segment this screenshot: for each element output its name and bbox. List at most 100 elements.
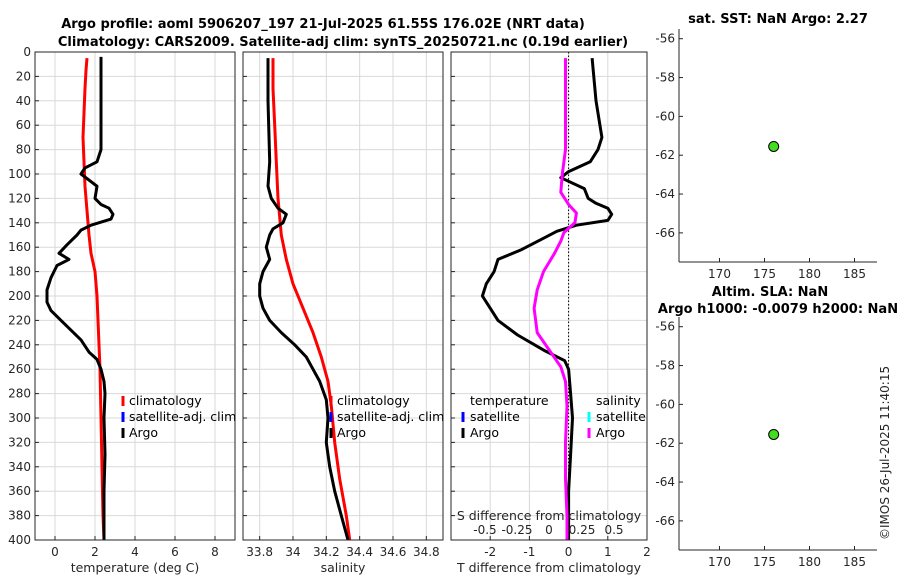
difference-top-xlabel: S difference from climatology	[457, 508, 642, 523]
legend-label: Argo	[129, 425, 158, 440]
sst_map-ytick-label: -62	[655, 148, 675, 162]
salinity_profile-xtick-label: 34.2	[313, 545, 340, 559]
sst_map-ytick-label: -64	[655, 187, 675, 201]
sla_map-ytick-label: -62	[655, 436, 675, 450]
sst_map-panel: -56 -58 -60 -62 -64 -66 170 175 180 185	[655, 29, 877, 281]
difference_profile-panel: -2 -1 0 1 2T difference from climatology S di…	[450, 51, 651, 575]
figure-title-line1: Argo profile: aoml 5906207_197 21-Jul-20…	[61, 17, 585, 32]
sla-map-subtitle: Argo h1000: -0.0079 h2000: NaN	[658, 302, 898, 317]
sla_map-xtick-label: 175	[753, 555, 776, 569]
ytick-label: 180	[8, 265, 31, 279]
salinity_profile-panel: 33.8 34 34.2 34.4 34.6 34.8 salinity climatolog…	[242, 51, 444, 575]
sst_map-ytick-label: -60	[655, 109, 675, 123]
difference_profile-series-1	[532, 58, 578, 540]
difference_profile-xtick-label: 1	[604, 545, 612, 559]
imos-watermark: ©IMOS 26-Jul-2025 11:40:15	[878, 366, 892, 540]
ytick-label: 260	[8, 362, 31, 376]
sst_map-ytick-label: -56	[655, 32, 675, 46]
temperature_profile-xtick-label: 6	[171, 545, 179, 559]
difference_profile-xtick-label: 2	[643, 545, 651, 559]
temperature_profile-xtick-label: 0	[51, 545, 59, 559]
sst_map-xtick-label: 180	[798, 267, 821, 281]
sst_map-xtick-label: 185	[843, 267, 866, 281]
ytick-label: 400	[8, 533, 31, 547]
temperature_profile-frame	[34, 51, 236, 541]
ytick-label: 120	[8, 191, 31, 205]
salinity_profile-xtick-label: 34.6	[380, 545, 407, 559]
ytick-label: 100	[8, 167, 31, 181]
ytick-label: 40	[16, 94, 31, 108]
sla-map-title: Altim. SLA: NaN	[712, 285, 828, 300]
ytick-label: 80	[16, 143, 31, 157]
figure-title-line2: Climatology: CARS2009. Satellite-adj cli…	[58, 35, 628, 50]
difference_profile-xtick-label: 0	[565, 545, 573, 559]
sla_map-ytick-label: -64	[655, 475, 675, 489]
temperature_profile-panel: 0204060801001201401601802002202402602803…	[8, 45, 236, 575]
sla_map-xtick-label: 170	[708, 555, 731, 569]
temperature_profile-series-0	[81, 57, 106, 541]
legend-temperature-title: temperature	[470, 393, 549, 408]
sla_map-xtick-label: 185	[843, 555, 866, 569]
sst_map-ytick-label: -66	[655, 226, 675, 240]
difference-top-xtick-label: 0.25	[569, 523, 596, 537]
sst_map-ytick-label: -58	[655, 71, 675, 85]
ytick-label: 340	[8, 460, 31, 474]
ytick-label: 380	[8, 509, 31, 523]
ytick-label: 140	[8, 216, 31, 230]
sst_map-argo-location-marker	[768, 140, 780, 152]
difference-top-xtick-label: 0.5	[604, 523, 623, 537]
ytick-label: 240	[8, 338, 31, 352]
difference-top-xtick-label: -0.5	[473, 523, 496, 537]
sla_map-argo-location-marker	[768, 428, 780, 440]
salinity_profile-xtick-label: 34	[285, 545, 300, 559]
salinity_profile-series-1	[258, 58, 350, 541]
salinity_profile-xtick-label: 33.8	[246, 545, 273, 559]
salinity_profile-series-0	[271, 58, 352, 541]
ytick-label: 280	[8, 387, 31, 401]
ytick-label: 20	[16, 69, 31, 83]
ytick-label: 300	[8, 411, 31, 425]
legend-label: satellite-adj. clim	[337, 409, 444, 424]
ytick-label: 220	[8, 313, 31, 327]
temperature_profile-series-1	[45, 56, 115, 540]
sla_map-ytick-label: -60	[655, 397, 675, 411]
difference_profile-frame	[450, 51, 648, 541]
salinity_profile-frame	[242, 51, 444, 541]
difference_profile-xtick-label: -1	[523, 545, 535, 559]
legend-label: climatology	[337, 393, 410, 408]
legend-salinity-title: salinity	[596, 393, 641, 408]
difference_profile-xlabel: T difference from climatology	[456, 560, 642, 575]
ytick-label: 360	[8, 484, 31, 498]
sla_map-panel: -56 -58 -60 -62 -64 -66 170 175 180 185	[655, 317, 877, 569]
sla_map-ytick-label: -56	[655, 320, 675, 334]
salinity_profile-xtick-label: 34.8	[413, 545, 440, 559]
ytick-label: 0	[23, 45, 31, 59]
ytick-label: 320	[8, 435, 31, 449]
sst_map-xtick-label: 175	[753, 267, 776, 281]
ytick-label: 160	[8, 240, 31, 254]
temperature_profile-xtick-label: 4	[131, 545, 139, 559]
sst_map-xtick-label: 170	[708, 267, 731, 281]
temperature_profile-xlabel: temperature (deg C)	[71, 560, 200, 575]
sla_map-xtick-label: 180	[798, 555, 821, 569]
sla_map-ytick-label: -58	[655, 359, 675, 373]
legend-label: satellite-adj. clim	[129, 409, 236, 424]
legend-label: satellite	[470, 409, 520, 424]
legend-label: Argo	[596, 425, 625, 440]
salinity_profile-xtick-label: 34.4	[346, 545, 373, 559]
difference_profile-series-0	[480, 57, 614, 540]
difference-top-xtick-label: 0	[545, 523, 553, 537]
salinity_profile-xlabel: salinity	[321, 560, 366, 575]
legend-label: Argo	[470, 425, 499, 440]
legend-label: climatology	[129, 393, 202, 408]
temperature_profile-xtick-label: 8	[211, 545, 219, 559]
temperature_profile-xtick-label: 2	[91, 545, 99, 559]
difference_profile-xtick-label: -2	[484, 545, 496, 559]
ytick-label: 60	[16, 118, 31, 132]
legend-label: Argo	[337, 425, 366, 440]
sst-map-title: sat. SST: NaN Argo: 2.27	[688, 12, 868, 27]
difference-top-xtick-label: -0.25	[501, 523, 532, 537]
legend-label: satellite	[596, 409, 646, 424]
